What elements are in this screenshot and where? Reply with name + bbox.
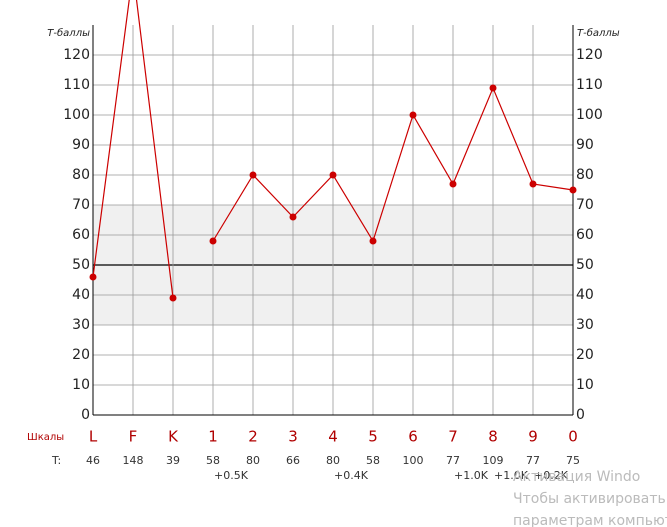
point [529, 180, 537, 188]
y-tick-label: 0 [81, 407, 90, 423]
x-tick-label: 1 [208, 428, 218, 446]
x-axis-label: Шкалы [27, 432, 64, 443]
point [449, 180, 457, 188]
point [409, 111, 417, 119]
values-row-label: T: [51, 454, 61, 467]
value-label: 58 [366, 454, 380, 467]
value-label: 77 [526, 454, 540, 467]
point [289, 213, 297, 221]
point [169, 294, 177, 302]
x-tick-label: 3 [288, 428, 298, 446]
y-axis-label: Т-баллы [47, 27, 90, 39]
value-label: 80 [246, 454, 260, 467]
value-label: 75 [566, 454, 580, 467]
y-tick-label: 20 [72, 347, 90, 363]
correction-label: +1.0K [454, 469, 489, 482]
y-tick-label-right: 0 [576, 407, 585, 423]
watermark: параметрам компьют [513, 513, 667, 527]
y-tick-label-right: 110 [576, 77, 603, 93]
value-label: 46 [86, 454, 100, 467]
y-tick-label: 90 [72, 137, 90, 153]
value-label: 109 [483, 454, 504, 467]
y-tick-label-right: 60 [576, 227, 594, 243]
watermark: Чтобы активировать W [513, 491, 667, 507]
x-tick-label: 7 [448, 428, 458, 446]
y-tick-label-right: 100 [576, 107, 603, 123]
value-label: 100 [403, 454, 424, 467]
value-label: 66 [286, 454, 300, 467]
x-tick-label: 0 [568, 428, 578, 446]
x-tick-label: 9 [528, 428, 538, 446]
y-tick-label: 80 [72, 167, 90, 183]
y-tick-label-right: 30 [576, 317, 594, 333]
y-tick-label: 110 [63, 77, 90, 93]
y-tick-label-right: 50 [576, 257, 594, 273]
y-tick-label-right: 90 [576, 137, 594, 153]
point [569, 186, 577, 194]
x-tick-label: 2 [248, 428, 258, 446]
correction-label: +0.2K [534, 469, 569, 482]
correction-label: +0.5K [214, 469, 249, 482]
y-tick-label: 120 [63, 47, 90, 63]
value-label: 39 [166, 454, 180, 467]
y-tick-label: 10 [72, 377, 90, 393]
y-tick-label: 60 [72, 227, 90, 243]
y-axis-label-right: Т-баллы [577, 27, 620, 39]
y-tick-label-right: 120 [576, 47, 603, 63]
point [329, 171, 337, 179]
value-label: 58 [206, 454, 220, 467]
correction-label: +0.4K [334, 469, 369, 482]
series-line [92, 0, 174, 299]
y-tick-label-right: 70 [576, 197, 594, 213]
y-tick-label: 30 [72, 317, 90, 333]
point [249, 171, 257, 179]
point [209, 237, 217, 245]
point [89, 273, 97, 281]
value-label: 77 [446, 454, 460, 467]
x-tick-label: K [168, 428, 179, 446]
point [369, 237, 377, 245]
y-tick-label-right: 40 [576, 287, 594, 303]
x-tick-label: 8 [488, 428, 498, 446]
point [489, 84, 497, 92]
y-tick-label-right: 10 [576, 377, 594, 393]
value-label: 80 [326, 454, 340, 467]
series-line [212, 86, 574, 243]
correction-label: +1.0K [494, 469, 529, 482]
x-tick-label: 5 [368, 428, 378, 446]
x-tick-label: 4 [328, 428, 338, 446]
y-tick-label: 50 [72, 257, 90, 273]
y-tick-label: 70 [72, 197, 90, 213]
y-tick-label: 100 [63, 107, 90, 123]
y-tick-label-right: 20 [576, 347, 594, 363]
watermark: Активация Windo [513, 469, 640, 485]
value-label: 148 [123, 454, 144, 467]
y-tick-label-right: 80 [576, 167, 594, 183]
y-tick-label: 40 [72, 287, 90, 303]
x-tick-label: L [89, 428, 98, 446]
x-tick-label: 6 [408, 428, 418, 446]
x-tick-label: F [129, 428, 138, 446]
